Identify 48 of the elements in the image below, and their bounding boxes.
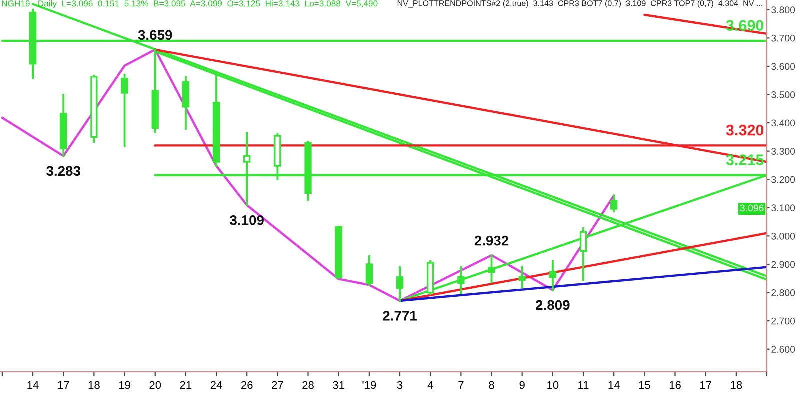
y-tick-label: 2.900 xyxy=(772,261,796,268)
y-tick-label: 2.700 xyxy=(772,318,796,325)
x-tick-label: '19 xyxy=(362,381,376,390)
x-tick-label: 20 xyxy=(150,381,162,390)
y-tick-label: 2.600 xyxy=(772,346,796,353)
x-tick-label: 9 xyxy=(520,381,525,390)
x-tick-label: 17 xyxy=(58,381,70,390)
annotation: 3.659 xyxy=(138,30,172,40)
y-tick-label: 3.400 xyxy=(772,120,796,127)
y-tick-label: 3.700 xyxy=(772,34,796,42)
x-tick-label: 15 xyxy=(639,381,650,390)
x-tick-label: 14 xyxy=(28,381,39,390)
y-tick-label: 3.100 xyxy=(772,204,796,212)
y-tick-label: 3.300 xyxy=(772,148,796,155)
annotation: 3.096 xyxy=(740,204,764,212)
x-tick-label: 18 xyxy=(88,381,100,390)
x-tick-label: 21 xyxy=(180,381,192,390)
x-tick-label: 31 xyxy=(333,381,344,390)
x-tick-label: 4 xyxy=(428,381,434,390)
annotation: 3.690 xyxy=(726,20,764,32)
annotation: 2.771 xyxy=(383,311,418,321)
x-tick-label: 8 xyxy=(489,381,494,390)
x-tick-label: 19 xyxy=(119,381,130,390)
x-tick-label: 28 xyxy=(302,381,314,390)
x-tick-label: 17 xyxy=(700,381,712,390)
x-tick-label: 27 xyxy=(272,381,284,390)
chart-title: NGH19 - Daily L=3.096 0.151 5.13% B=3.095 A=3.099 O=3.125 Hi=3.143 Lo=3.088 V=5,490 xyxy=(2,0,378,8)
y-tick-label: 3.000 xyxy=(772,232,796,240)
annotation: 2.932 xyxy=(474,236,509,246)
y-tick-label: 3.800 xyxy=(772,6,796,14)
x-tick-label: 11 xyxy=(578,381,589,390)
x-tick-label: 14 xyxy=(608,381,620,390)
x-tick-label: 26 xyxy=(241,381,253,390)
x-tick-label: 7 xyxy=(458,381,464,390)
y-tick-label: 3.500 xyxy=(772,92,796,98)
x-tick-label: 16 xyxy=(670,381,681,390)
annotation: 3.320 xyxy=(726,124,764,136)
x-tick-label: 10 xyxy=(548,381,559,390)
annotation: 3.283 xyxy=(46,166,80,176)
y-tick-label: 3.600 xyxy=(772,63,796,70)
annotation: 3.109 xyxy=(230,215,264,226)
x-tick-label: 18 xyxy=(731,381,742,390)
chart-subtitle: NV_PLOTTRENDPOINTS#2 (2,true) 3.143 CPR3 BOT7 (0,7) 3.109 CPR3 TOP7 (0,7) 4.304 NV ... xyxy=(398,0,762,8)
y-tick-label: 2.800 xyxy=(772,290,796,296)
y-tick-label: 3.200 xyxy=(772,176,796,184)
annotation: 2.809 xyxy=(536,300,570,310)
x-tick-label: 24 xyxy=(210,381,222,390)
x-tick-label: 3 xyxy=(397,381,403,390)
